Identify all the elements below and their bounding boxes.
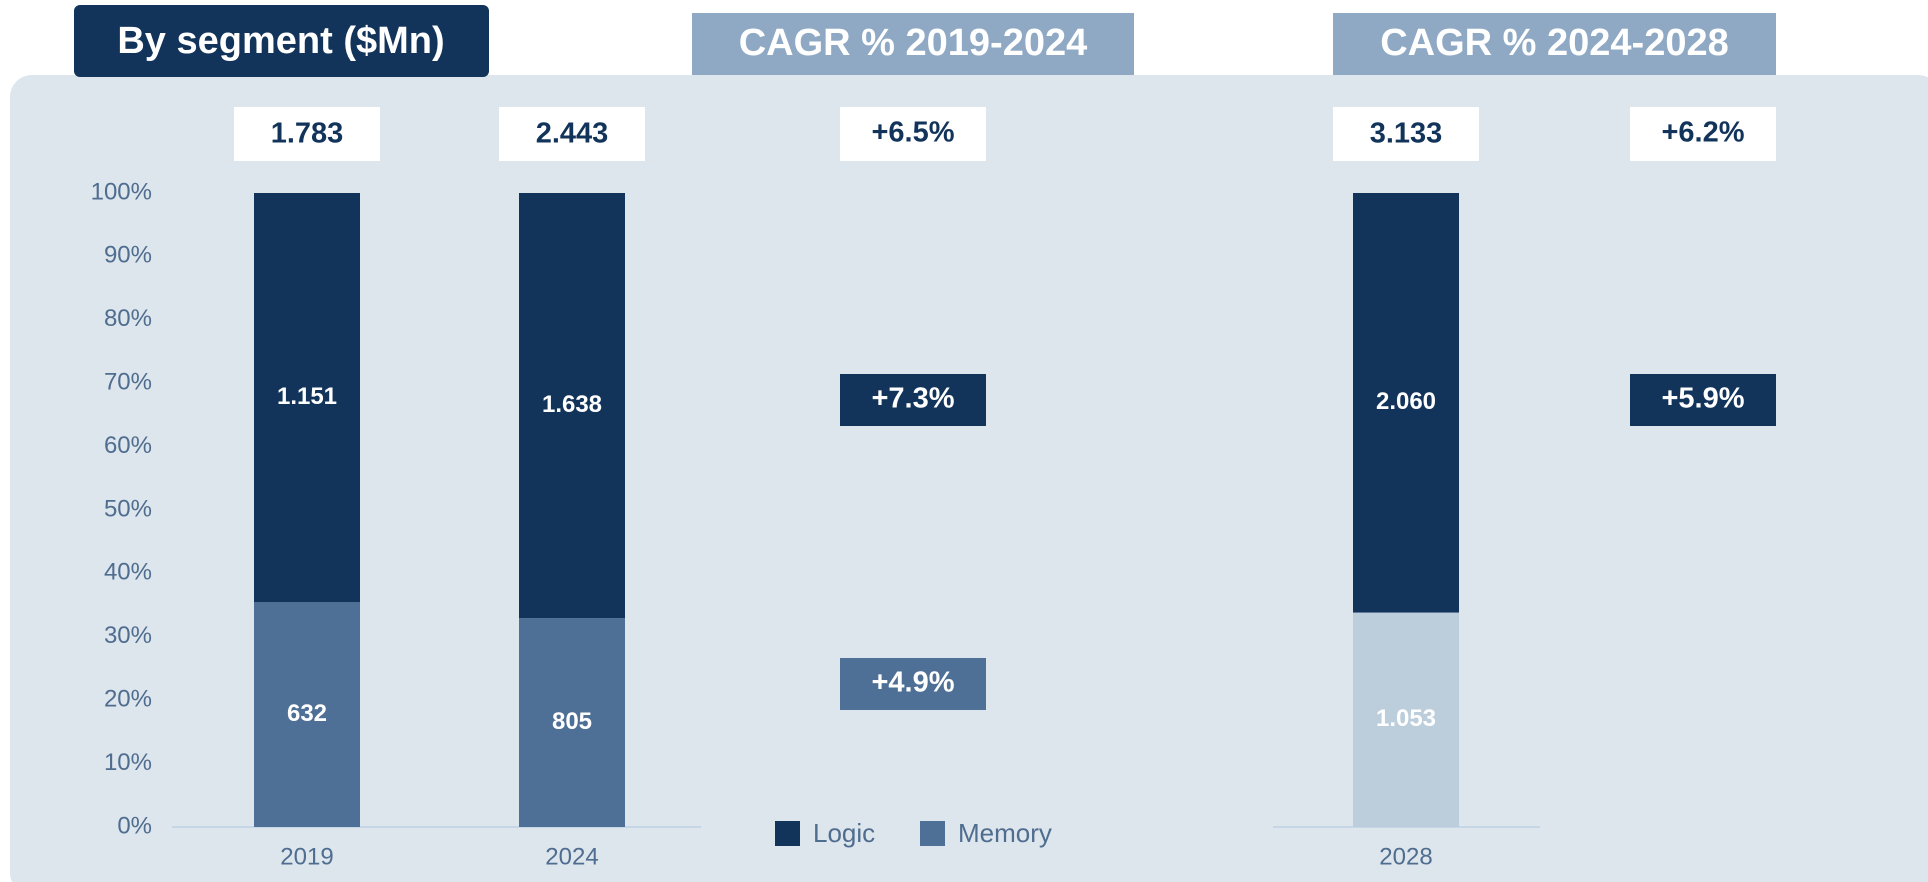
- chart-title: By segment ($Mn): [117, 20, 444, 62]
- bar-segment: [519, 618, 625, 827]
- cagr-total-label: +6.5%: [871, 117, 954, 149]
- y-tick-label: 80%: [104, 305, 152, 332]
- bar-segment: [1353, 612, 1459, 827]
- value-label: 1.053: [1376, 705, 1436, 732]
- total-label: 2.443: [536, 118, 609, 150]
- cagr-label: +5.9%: [1661, 383, 1744, 415]
- total-box: [1333, 107, 1479, 161]
- x-tick-label: 2024: [545, 843, 598, 870]
- bar-segment: [254, 193, 360, 603]
- cagr-total-box: [1630, 107, 1776, 161]
- x-tick-label: 2019: [280, 843, 333, 870]
- bar-segment: [254, 602, 360, 827]
- total-label: 3.133: [1370, 118, 1443, 150]
- y-tick-label: 70%: [104, 369, 152, 396]
- y-tick-label: 40%: [104, 559, 152, 586]
- value-label: 1.151: [277, 383, 337, 410]
- legend-swatch: [775, 821, 800, 846]
- y-tick-label: 60%: [104, 432, 152, 459]
- y-tick-label: 10%: [104, 749, 152, 776]
- bar-segment: [1353, 193, 1459, 613]
- y-tick-label: 20%: [104, 686, 152, 713]
- value-label: 632: [287, 700, 327, 727]
- value-label: 805: [552, 708, 592, 735]
- y-tick-label: 90%: [104, 242, 152, 269]
- legend-swatch: [920, 821, 945, 846]
- value-label: 2.060: [1376, 388, 1436, 415]
- value-label: 1.638: [542, 391, 602, 418]
- y-tick-label: 100%: [91, 178, 152, 205]
- cagr-title: CAGR % 2024-2028: [1380, 22, 1729, 64]
- y-tick-label: 0%: [117, 812, 152, 839]
- title-tab: [74, 5, 489, 77]
- cagr-total-box: [840, 107, 986, 161]
- cagr-header: [1333, 13, 1776, 75]
- cagr-label: +7.3%: [871, 383, 954, 415]
- cagr-box: [840, 658, 986, 710]
- bar-segment: [519, 193, 625, 619]
- x-tick-label: 2028: [1379, 843, 1432, 870]
- total-label: 1.783: [271, 118, 344, 150]
- cagr-label: +4.9%: [871, 667, 954, 699]
- y-tick-label: 50%: [104, 495, 152, 522]
- legend-label: Memory: [958, 818, 1052, 848]
- legend-label: Logic: [813, 818, 875, 848]
- cagr-box: [1630, 374, 1776, 426]
- total-box: [499, 107, 645, 161]
- total-box: [234, 107, 380, 161]
- cagr-total-label: +6.2%: [1661, 117, 1744, 149]
- cagr-box: [840, 374, 986, 426]
- cagr-title: CAGR % 2019-2024: [739, 22, 1088, 64]
- cagr-header: [692, 13, 1134, 75]
- y-tick-label: 30%: [104, 622, 152, 649]
